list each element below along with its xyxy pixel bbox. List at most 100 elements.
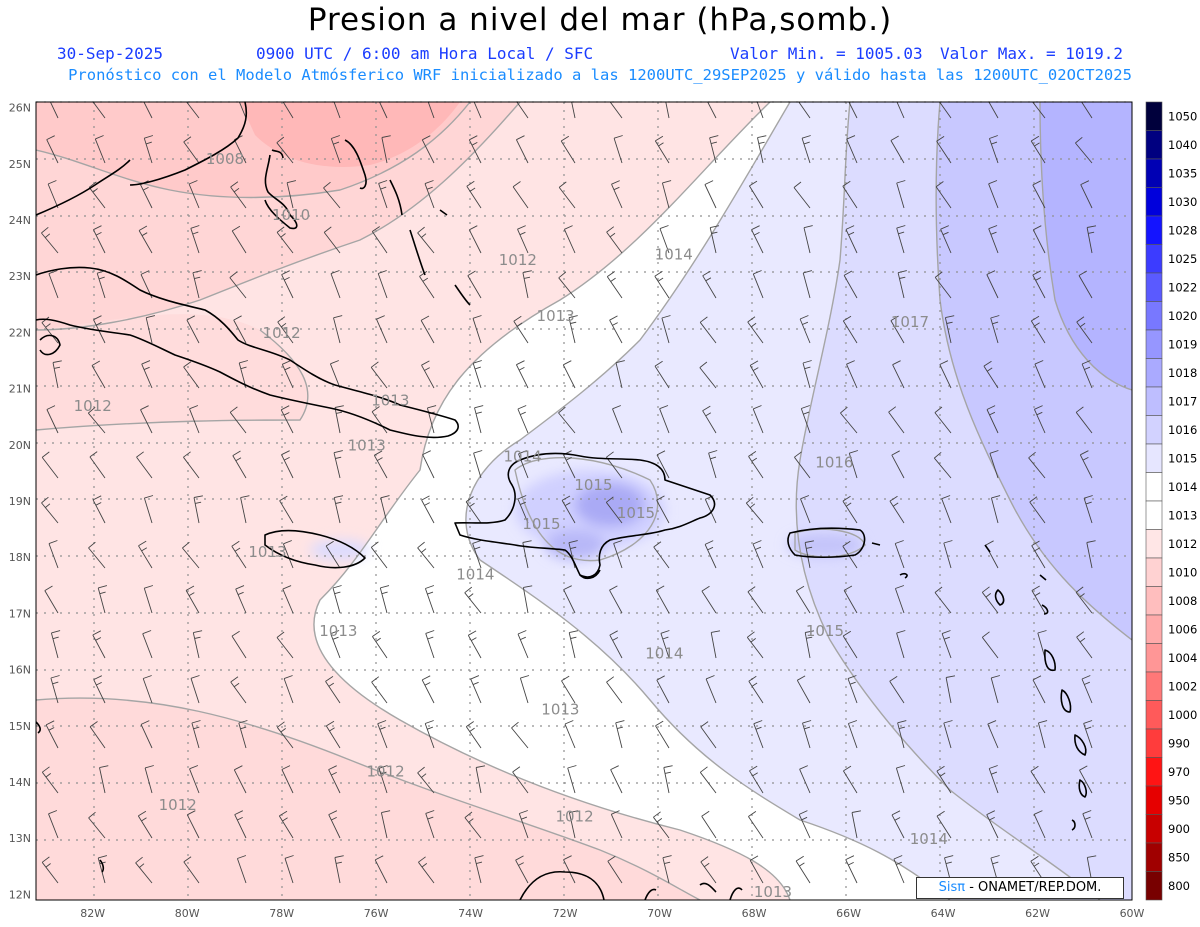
wind-barb [848,102,858,119]
wind-barb [1032,180,1046,209]
legend-swatch [1145,187,1163,217]
lat-label: 22N [9,326,31,339]
wind-barb [421,495,435,524]
wind-barb [704,540,717,569]
wind-barb [468,135,482,164]
wind-barb [473,102,482,119]
wind-barb [45,720,59,749]
isobar-label: 1015 [617,504,655,522]
wind-barb [323,181,341,209]
wind-barb [851,810,861,839]
wind-barb [798,810,811,839]
wind-barb [709,135,719,164]
wind-barb [897,720,907,749]
wind-barb [561,675,576,704]
wind-barb [845,855,858,884]
wind-barb [568,630,579,659]
wind-barb [281,360,294,389]
wind-barb [512,181,529,209]
wind-barb [229,271,247,299]
lat-label: 18N [9,551,31,564]
lon-label: 72W [553,907,578,920]
wind-barb [699,361,717,389]
isobar-label: 1008 [206,150,244,168]
wind-barb [517,225,529,254]
wind-barb [325,540,341,569]
wind-barb [372,631,388,659]
lon-label: 60W [1120,907,1145,920]
wind-barb [276,721,294,749]
wind-barb [518,810,529,839]
wind-barb [606,451,623,479]
wind-barb [802,270,813,299]
wind-barb [191,720,201,749]
wind-barb [710,630,721,659]
wind-barb [1079,450,1093,479]
wind-barb [92,630,106,659]
wind-barb [189,405,200,434]
wind-barb [277,316,294,344]
legend-label: 1013 [1168,508,1197,522]
legend-label: 1016 [1168,423,1197,437]
legend-label: 1020 [1168,309,1197,323]
wind-barb [49,102,59,119]
wind-barb [281,270,294,299]
wind-barb [609,102,623,119]
wind-barb [615,360,625,389]
lon-label: 68W [742,907,767,920]
wind-barb [1081,675,1093,704]
wind-barb [1080,180,1093,209]
wind-barb [752,540,764,569]
wind-barb [419,271,435,299]
legend-label: 970 [1168,765,1190,779]
wind-barb [422,450,435,479]
wind-barb [988,135,999,164]
wind-barb [801,135,811,164]
legend-label: 1050 [1168,109,1197,123]
wind-barb [182,541,200,569]
wind-barb [941,630,952,659]
wind-barb [92,102,106,119]
isobar-label: 1015 [806,622,844,640]
legend-swatch [1145,785,1163,815]
wind-barb [936,810,952,839]
wind-barb [802,360,812,389]
wind-barb [424,585,435,614]
wind-barb [138,225,153,254]
wind-barb [889,676,905,704]
wind-barb [1075,136,1093,164]
wind-barb [894,540,905,569]
wind-barb [700,856,717,884]
legend-label: 850 [1168,850,1190,864]
legend-label: 1019 [1168,337,1197,351]
wind-barb [99,765,109,794]
wind-barb [283,675,294,704]
wind-barb [512,766,529,794]
wind-barb [41,766,59,794]
wind-barb [748,675,764,704]
lat-label: 13N [9,832,31,845]
wind-barb [654,270,670,299]
wind-barb [1034,360,1046,389]
wind-barb [513,315,529,344]
wind-barb [417,226,435,254]
wind-barb [794,451,811,479]
wind-barb [515,135,529,164]
wind-barb [1075,586,1093,614]
wind-barb [749,765,764,794]
wind-barb [188,180,200,209]
wind-barb [568,810,579,839]
lat-label: 19N [9,495,31,508]
wind-barb [1076,316,1093,344]
wind-barb [93,675,106,704]
wind-barb [467,630,482,659]
wind-barb [567,765,577,794]
wind-barb [842,630,858,659]
wind-barb [795,855,811,884]
legend-label: 1028 [1168,223,1197,237]
wind-barb [135,856,153,884]
wind-barb [981,631,999,659]
lat-label: 20N [9,439,31,452]
valid-date: 30-Sep-2025 [57,44,163,63]
wind-barb [804,540,814,569]
